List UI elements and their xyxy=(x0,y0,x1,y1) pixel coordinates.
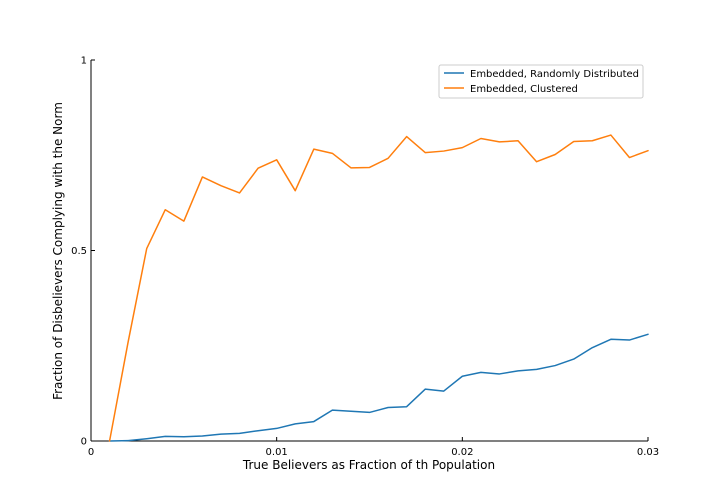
legend-label-randomly-distributed: Embedded, Randomly Distributed xyxy=(470,69,639,80)
x-axis-label: True Believers as Fraction of th Populat… xyxy=(242,458,495,472)
series-line-clustered xyxy=(108,134,649,442)
y-ticks: 00.51 xyxy=(71,56,95,448)
y-tick-label: 0.5 xyxy=(71,246,87,257)
legend-box xyxy=(438,64,644,99)
legend-label-clustered: Embedded, Clustered xyxy=(470,84,578,95)
x-tick-label: 0.02 xyxy=(451,447,473,458)
series-layer xyxy=(108,134,649,442)
axes xyxy=(90,60,648,442)
y-tick-label: 0 xyxy=(81,437,87,448)
y-tick-label: 1 xyxy=(81,56,87,67)
x-tick-label: 0 xyxy=(88,447,94,458)
x-ticks: 0 0.01 0.02 0.03 xyxy=(88,437,659,458)
y-axis-label: Fraction of Disbelievers Complying with … xyxy=(51,102,65,400)
x-tick-label: 0.03 xyxy=(637,447,659,458)
legend: Embedded, Randomly Distributed Embedded,… xyxy=(438,64,644,99)
x-tick-label: 0.01 xyxy=(266,447,288,458)
series-line-randomly-distributed xyxy=(108,333,649,442)
